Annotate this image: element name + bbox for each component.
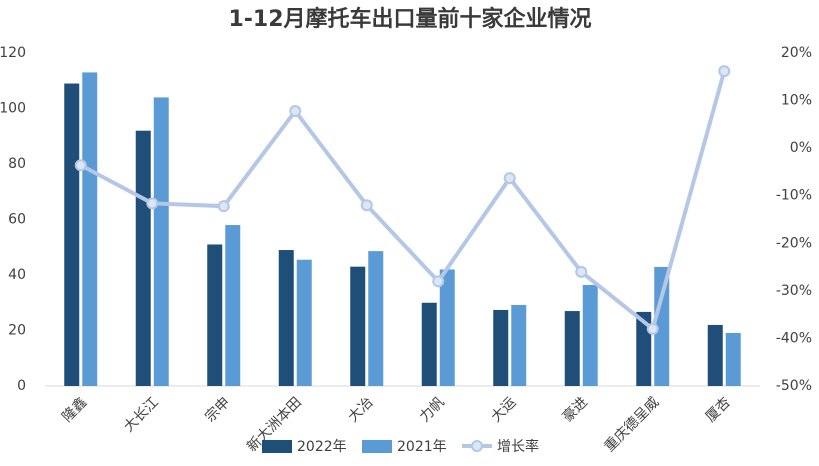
y-tick-label: 0 (17, 378, 26, 394)
y2-tick-label: 10% (781, 93, 812, 109)
bar (582, 284, 598, 386)
y2-tick-label: -50% (776, 378, 812, 394)
x-tick-label: 豪进 (560, 394, 591, 425)
chart-title: 1-12月摩托车出口量前十家企业情况 (228, 6, 591, 32)
bar (82, 72, 98, 387)
x-tick-label: 大运 (488, 394, 519, 425)
y-tick-label: 60 (8, 212, 26, 228)
marker (360, 199, 373, 212)
x-tick-label: 重庆德呈威 (602, 394, 663, 455)
y-tick-label: 80 (8, 156, 26, 172)
x-tick-label: 宗申 (202, 394, 233, 425)
y2-tick-label: -10% (776, 188, 812, 204)
bar (511, 304, 527, 386)
legend-label: 2022年 (297, 439, 347, 455)
y2-tick-label: -30% (776, 283, 812, 299)
bar (153, 97, 169, 387)
bar (493, 309, 509, 386)
marker (289, 105, 302, 118)
x-tick-label: 力帆 (417, 394, 448, 425)
marker (432, 275, 445, 288)
bar (725, 332, 741, 386)
y-tick-label: 20 (8, 323, 26, 339)
bar (225, 225, 241, 386)
marker (217, 200, 230, 213)
legend-label: 增长率 (497, 438, 539, 455)
bar (278, 250, 294, 386)
legend-swatch (471, 440, 483, 452)
marker (718, 65, 731, 78)
bar (350, 266, 366, 386)
x-tick-label: 隆鑫 (59, 394, 91, 426)
bar (707, 324, 723, 386)
y-tick-label: 120 (0, 45, 26, 61)
y2-tick-label: 0% (790, 140, 812, 156)
x-tick-label: 厦杏 (703, 394, 734, 425)
bar (207, 244, 223, 386)
x-tick-label: 大冶 (345, 394, 376, 425)
marker (503, 172, 516, 185)
y2-tick-label: -40% (776, 330, 812, 346)
bar (64, 83, 80, 387)
marker (575, 265, 588, 278)
marker (646, 322, 659, 335)
y-tick-label: 40 (8, 267, 26, 283)
bar (654, 266, 670, 386)
x-tick-label: 大长江 (121, 394, 162, 435)
legend-label: 2021年 (397, 439, 447, 455)
legend-swatch (362, 440, 392, 453)
bar (421, 302, 437, 386)
bar (439, 269, 455, 386)
marker (74, 159, 87, 172)
bar (368, 251, 384, 386)
bar (135, 130, 151, 386)
y2-tick-label: -20% (776, 235, 812, 251)
bar (564, 311, 580, 386)
y-tick-label: 100 (0, 101, 26, 117)
marker (146, 197, 159, 210)
bar (296, 259, 312, 386)
legend-swatch (262, 440, 292, 453)
line (79, 70, 727, 333)
y2-tick-label: 20% (781, 45, 812, 61)
